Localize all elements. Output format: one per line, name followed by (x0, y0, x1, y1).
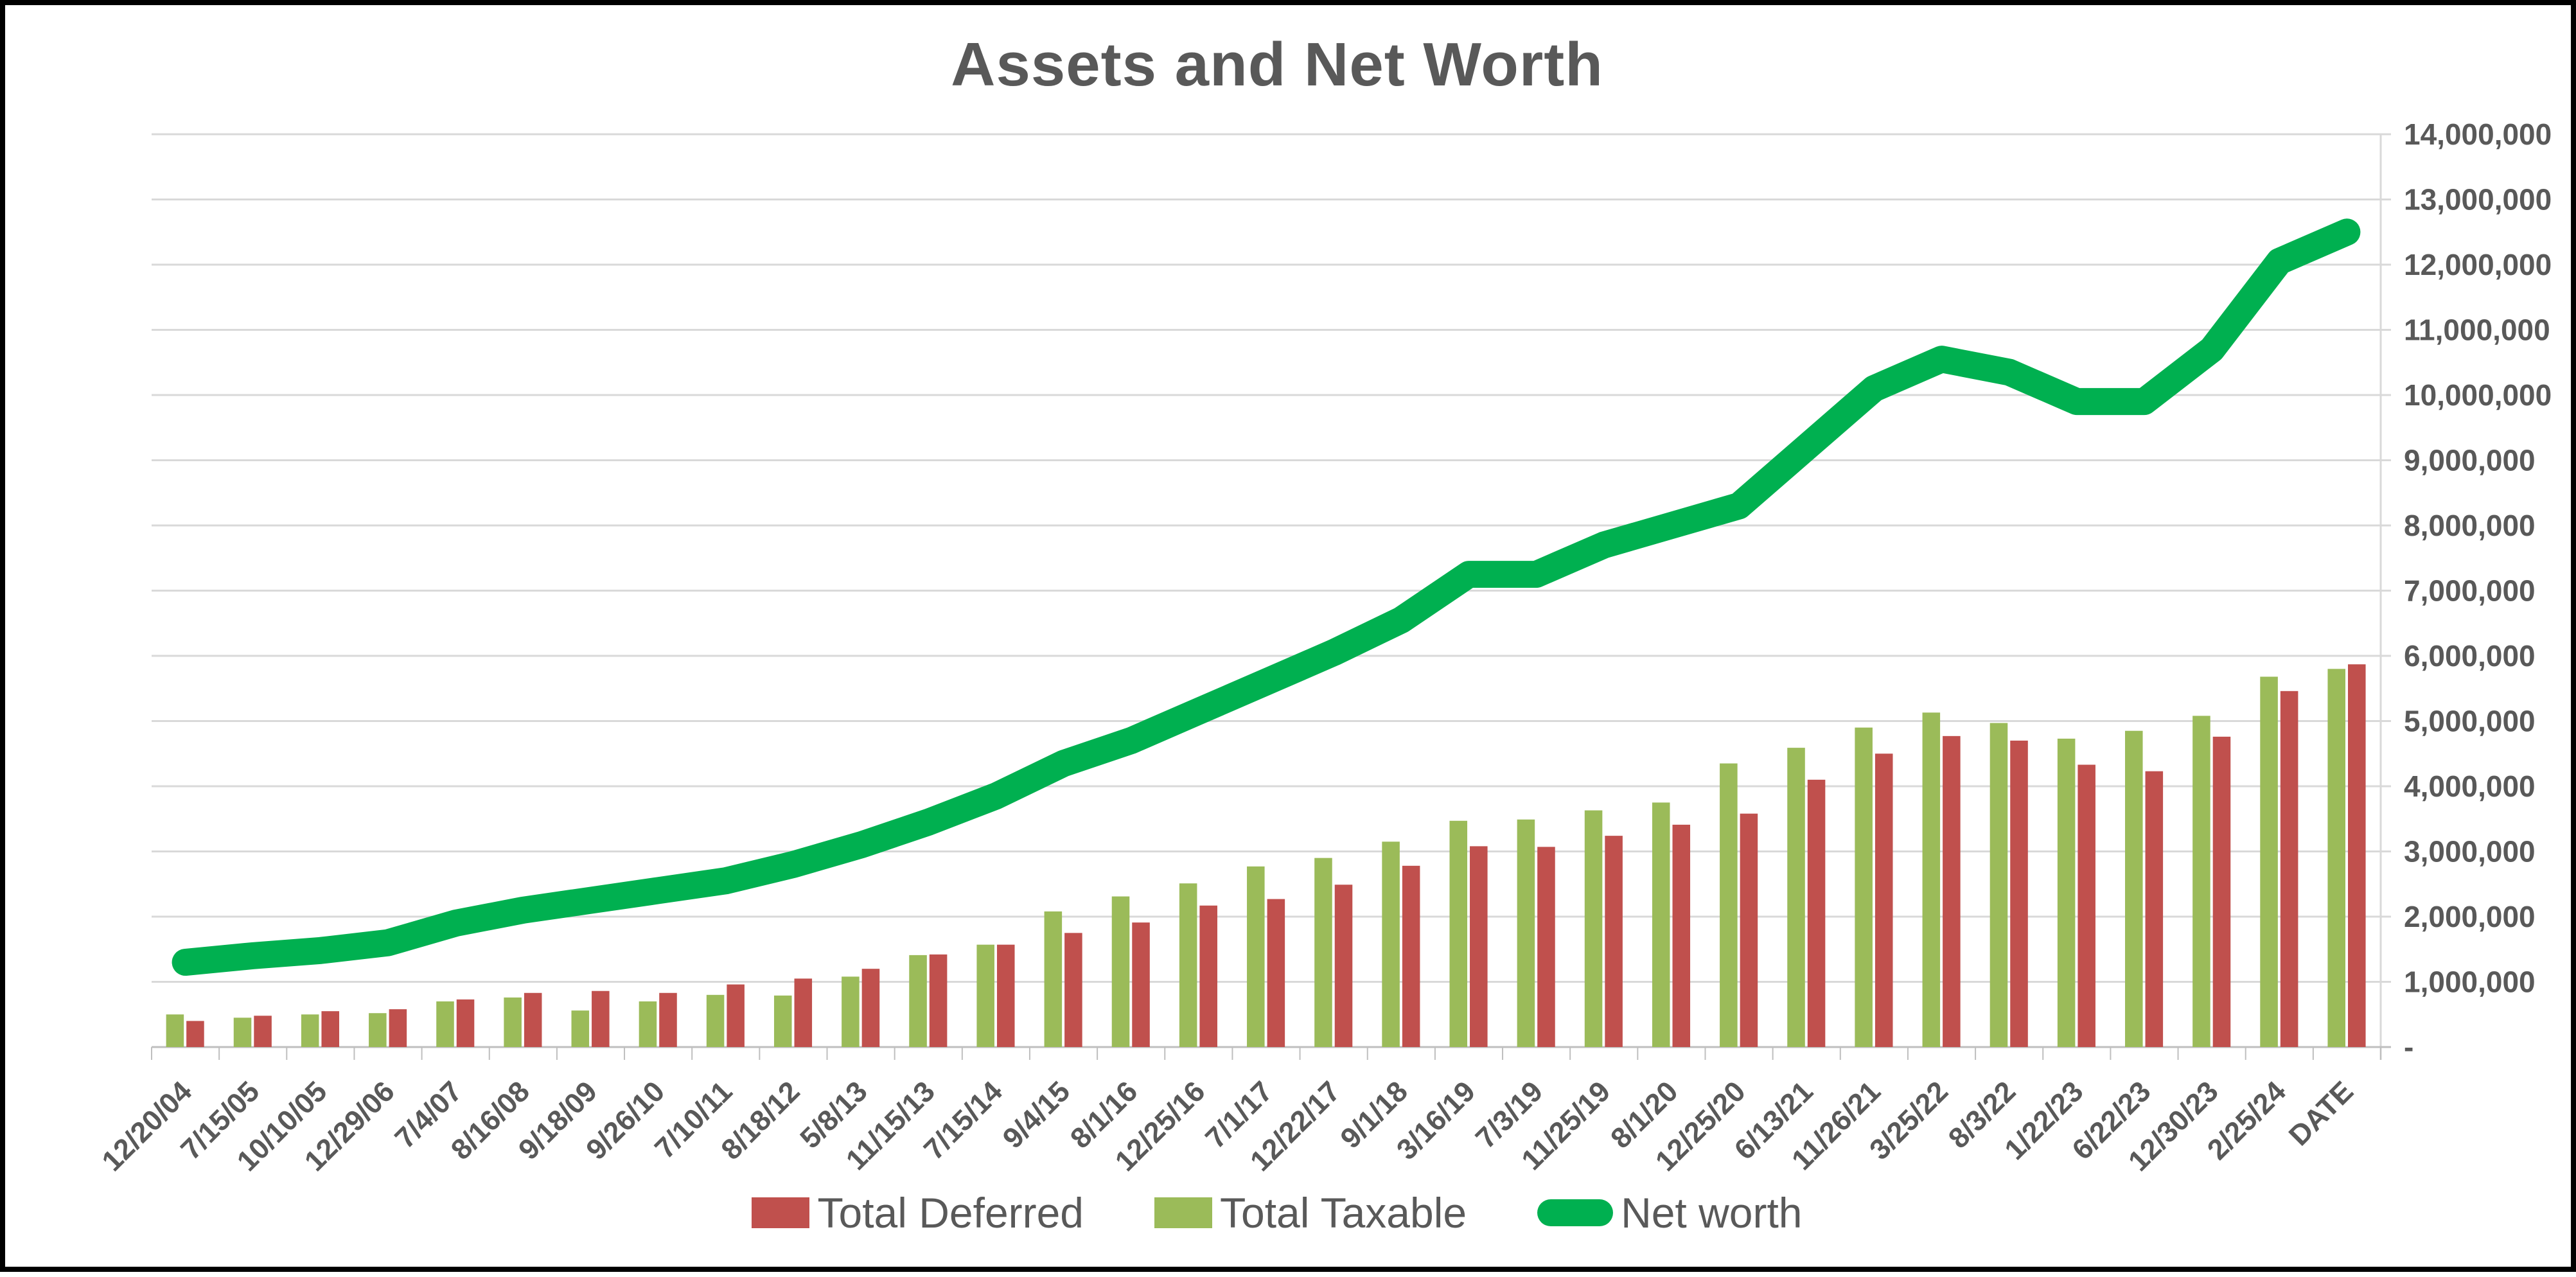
bar-total-deferred (1537, 847, 1555, 1047)
bar-total-taxable (436, 1001, 454, 1047)
bar-total-deferred (1807, 779, 1826, 1047)
chart-canvas: - 1,000,000 2,000,000 3,000,000 4,000,000 5,0… (95, 118, 2552, 1177)
bar-total-deferred (1470, 846, 1488, 1047)
bar-total-taxable (976, 944, 994, 1047)
legend: Total Deferred Total Taxable Net worth (5, 1188, 2549, 1237)
bar-total-deferred (2212, 736, 2231, 1047)
bar-total-deferred (254, 1016, 272, 1047)
bar-total-taxable (1179, 883, 1197, 1047)
bar-total-taxable (233, 1017, 252, 1047)
bar-total-taxable (1855, 727, 1873, 1047)
bar-total-deferred (1740, 813, 1758, 1047)
bar-total-taxable (1584, 810, 1603, 1047)
y-axis-label: - (2404, 1030, 2413, 1064)
bar-total-deferred (1672, 824, 1691, 1047)
total-taxable-swatch-icon (1154, 1197, 1213, 1228)
bar-total-deferred (996, 944, 1015, 1047)
bar-total-taxable (909, 955, 927, 1047)
y-axis-label: 11,000,000 (2404, 313, 2550, 347)
bar-total-taxable (1922, 712, 1941, 1047)
bar-total-deferred (2280, 691, 2298, 1047)
bar-total-taxable (1652, 802, 1670, 1047)
bar-total-deferred (592, 991, 610, 1047)
bar-total-deferred (389, 1009, 407, 1047)
bar-total-taxable (369, 1013, 387, 1047)
bar-total-taxable (301, 1014, 319, 1047)
bar-total-deferred (794, 978, 813, 1047)
bar-total-deferred (1943, 735, 1961, 1047)
bar-total-deferred (1064, 933, 1082, 1047)
bar-total-taxable (2192, 716, 2210, 1047)
bar-total-taxable (1989, 723, 2008, 1047)
net-worth-swatch-icon (1537, 1199, 1614, 1226)
y-axis-label: 14,000,000 (2404, 118, 2552, 151)
bar-total-taxable (1517, 819, 1535, 1047)
net-worth-line (172, 218, 2361, 976)
bar-total-deferred (2078, 764, 2095, 1047)
bar-total-deferred (659, 992, 677, 1047)
y-axis-label: 6,000,000 (2404, 639, 2536, 673)
chart-title: Assets and Net Worth (951, 30, 1603, 99)
y-axis-label: 1,000,000 (2404, 965, 2536, 999)
bar-total-deferred (2010, 740, 2028, 1047)
legend-label-total-taxable: Total Taxable (1220, 1189, 1467, 1237)
total-deferred-swatch-icon (752, 1197, 810, 1228)
y-axis-label: 12,000,000 (2404, 248, 2552, 281)
bar-total-taxable (1787, 748, 1805, 1047)
y-axis-label: 8,000,000 (2404, 509, 2536, 542)
legend-item-total-deferred: Total Deferred (752, 1188, 1084, 1237)
bar-total-deferred (1199, 905, 1217, 1047)
bar-total-taxable (504, 997, 522, 1047)
y-axis-label: 3,000,000 (2404, 835, 2536, 868)
bar-total-taxable (1382, 841, 1400, 1047)
x-axis-label: 12/20/04 (95, 1075, 198, 1177)
bar-total-taxable (571, 1010, 590, 1047)
bar-total-deferred (861, 969, 880, 1047)
bar-total-deferred (456, 999, 475, 1047)
bar-total-deferred (1875, 753, 1893, 1047)
bar-total-taxable (1449, 820, 1468, 1047)
y-axis-label: 10,000,000 (2404, 378, 2552, 412)
bar-total-deferred (524, 992, 542, 1047)
bar-total-deferred (321, 1011, 340, 1047)
bar-total-taxable (166, 1014, 184, 1047)
bar-total-deferred (727, 984, 745, 1047)
bar-total-taxable (2125, 730, 2143, 1047)
legend-label-net-worth: Net worth (1621, 1189, 1803, 1237)
bar-total-deferred (1334, 885, 1353, 1047)
legend-item-total-taxable: Total Taxable (1154, 1188, 1467, 1237)
bar-total-taxable (1247, 866, 1265, 1047)
y-axis-label: 9,000,000 (2404, 444, 2536, 477)
bar-total-deferred (2348, 664, 2366, 1047)
y-axis-label: 4,000,000 (2404, 770, 2536, 803)
x-axis-label: 9/4/15 (996, 1075, 1077, 1155)
bar-total-taxable (1044, 911, 1063, 1047)
bar-total-taxable (2057, 738, 2076, 1047)
y-axis-label: 7,000,000 (2404, 574, 2536, 608)
bar-total-taxable (1720, 763, 1738, 1047)
bar-total-taxable (706, 994, 725, 1047)
bar-total-taxable (1314, 858, 1332, 1047)
bar-total-taxable (2260, 676, 2278, 1047)
y-axis-label: 2,000,000 (2404, 900, 2536, 933)
bar-total-deferred (1132, 922, 1150, 1047)
y-axis-label: 13,000,000 (2404, 183, 2552, 216)
bar-total-taxable (773, 995, 792, 1047)
bar-total-deferred (929, 954, 948, 1047)
bar-total-taxable (2327, 669, 2346, 1047)
bar-total-taxable (1111, 896, 1130, 1047)
bar-total-taxable (842, 976, 860, 1047)
bar-total-deferred (1402, 865, 1420, 1047)
bar-total-taxable (639, 1001, 657, 1047)
legend-item-net-worth: Net worth (1537, 1188, 1803, 1237)
x-axis-label: DATE (2282, 1075, 2360, 1152)
bar-total-deferred (186, 1021, 204, 1047)
bar-total-deferred (1267, 899, 1285, 1047)
bar-total-deferred (1605, 836, 1623, 1047)
y-axis-label: 5,000,000 (2404, 705, 2536, 738)
legend-label-total-deferred: Total Deferred (817, 1189, 1084, 1237)
bar-total-deferred (2145, 771, 2164, 1047)
